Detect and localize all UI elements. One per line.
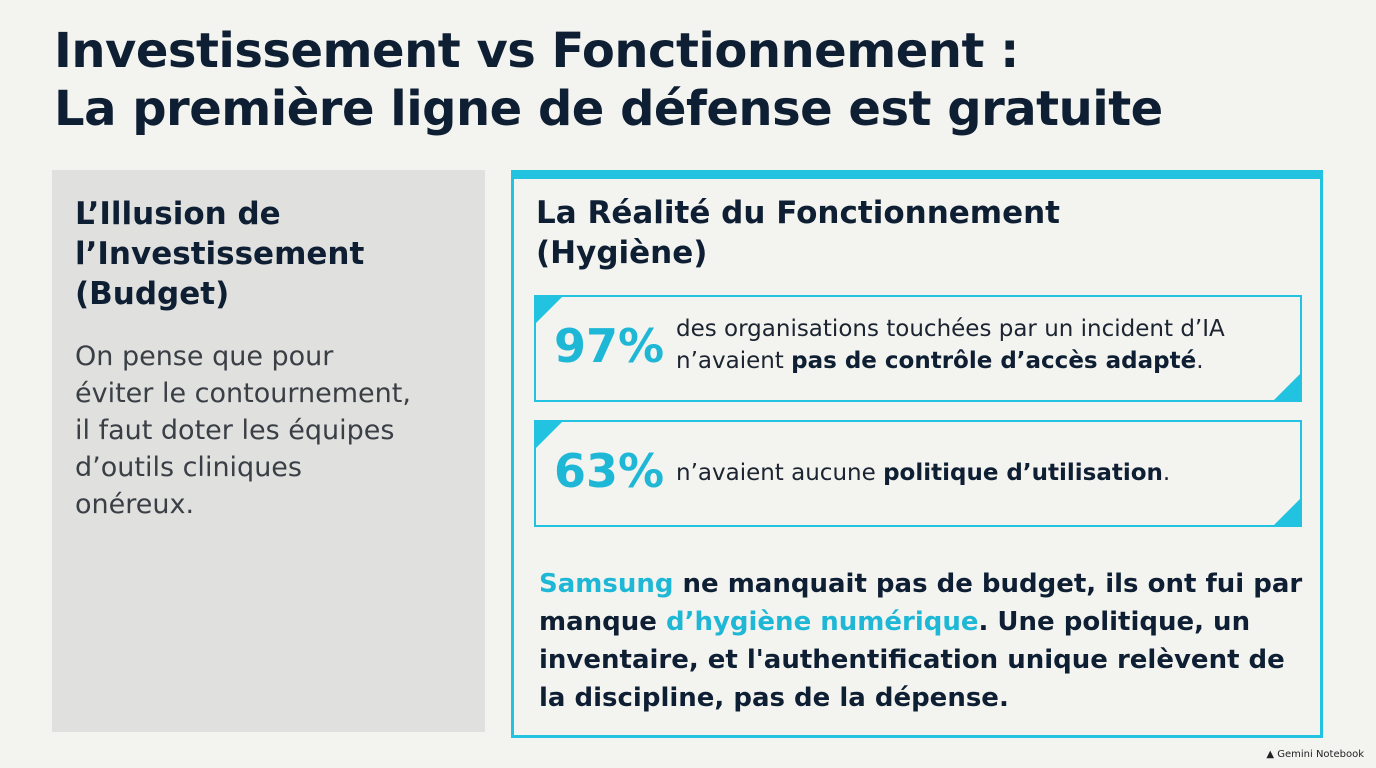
heading-line: L’Illusion de [75, 196, 281, 232]
heading-line: l’Investissement [75, 236, 365, 272]
stat-box: 97% des organisations touchées par un in… [534, 295, 1302, 402]
panel-heading: La Réalité du Fonctionnement (Hygiène) [536, 193, 1060, 273]
stat-text: des organisations touchées par un incide… [676, 313, 1296, 377]
heading-line: (Hygiène) [536, 235, 708, 271]
text-run: . [1196, 348, 1204, 374]
panel-heading: L’Illusion de l’Investissement (Budget) [75, 194, 364, 314]
stat-figure: 63% [554, 444, 665, 498]
text-run: n’avaient aucune [676, 460, 884, 486]
body-line: On pense que pour [75, 341, 334, 372]
body-line: il faut doter les équipes [75, 415, 395, 446]
footer-text: Gemini Notebook [1277, 749, 1364, 760]
title-line: Investissement vs Fonctionnement : [54, 23, 1019, 79]
conclusion: Samsung ne manquait pas de budget, ils o… [539, 565, 1319, 717]
title-line: La première ligne de défense est gratuit… [54, 81, 1163, 137]
title: Investissement vs Fonctionnement : La pr… [54, 22, 1163, 138]
text-run: . Une politique, un inventaire, et l'aut… [539, 607, 1285, 713]
left-panel: L’Illusion de l’Investissement (Budget) On… [52, 170, 485, 732]
text-run: ne manquait pas de budget, ils ont fui p… [539, 569, 1303, 637]
text-run: politique d’utilisation [883, 460, 1163, 486]
stat-text: n’avaient aucune politique d’utilisation… [676, 457, 1296, 489]
stat-figure: 97% [554, 319, 665, 373]
right-panel: La Réalité du Fonctionnement (Hygiène) 97… [511, 170, 1323, 738]
stat-box: 63% n’avaient aucune politique d’utilisa… [534, 420, 1302, 527]
text-run: des organisations touchées par un incide… [676, 316, 1225, 374]
footer: ▲ Gemini Notebook [1266, 749, 1364, 760]
body-line: éviter le contournement, [75, 378, 411, 409]
body-line: onéreux. [75, 489, 195, 520]
heading-line: (Budget) [75, 276, 230, 312]
heading-line: La Réalité du Fonctionnement [536, 195, 1061, 231]
text-run: Samsung [539, 569, 674, 599]
panel-body: On pense que pour éviter le contournement… [75, 338, 411, 523]
text-run: d’hygiène numérique [665, 607, 979, 637]
text-run: pas de contrôle d’accès adapté [791, 348, 1197, 374]
body-line: d’outils cliniques [75, 452, 302, 483]
text-run: . [1162, 460, 1171, 486]
